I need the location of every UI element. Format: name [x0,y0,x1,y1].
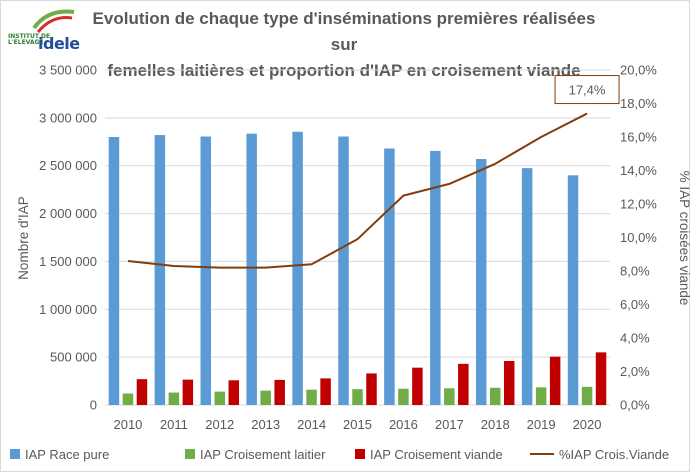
legend: IAP Race pure IAP Croisement laitier IAP C… [10,444,690,464]
legend-swatch [185,449,195,459]
x-tick-label: 2012 [205,417,234,432]
bar-race-pure [246,133,257,405]
y-tick-label: 2 500 000 [39,158,97,173]
bar-race-pure [292,131,303,405]
legend-item: IAP Croisement laitier [185,444,325,464]
legend-swatch [355,449,365,459]
chart-svg: 0 500 000 1 000 000 1 500 000 2 000 000 2 500… [16,63,690,433]
legend-label: IAP Croisement laitier [200,446,326,462]
logo-word: idele [38,34,80,53]
bar-croisement-laitier [168,392,180,405]
y2-tick-label: 10,0% [620,230,657,245]
y2-axis-label: % IAP croisées viande [677,171,690,306]
x-tick-label: 2015 [343,417,372,432]
bar-croisement-laitier [398,388,409,405]
bar-croisement-viande [549,356,561,405]
legend-swatch [10,449,20,459]
y-tick-label: 1 000 000 [39,302,97,317]
bar-croisement-laitier [260,390,271,405]
left-axis-ticks: 0 500 000 1 000 000 1 500 000 2 000 000 2 500… [39,63,97,413]
y2-tick-label: 6,0% [620,297,650,312]
y-axis-label: Nombre d'IAP [16,196,31,280]
bar-race-pure [200,136,212,405]
bar-race-pure [154,135,166,406]
y-tick-label: 2 000 000 [39,206,97,221]
bar-croisement-viande [595,352,607,405]
right-axis-ticks: 0,0% 2,0% 4,0% 6,0% 8,0% 10,0% 12,0% 14,0% 16,0%… [620,63,657,413]
legend-item: %IAP Crois.Viande [530,444,669,464]
legend-label: IAP Race pure [25,446,110,462]
bar-croisement-laitier [581,386,593,405]
bar-croisement-viande [274,379,285,405]
bar-croisement-viande [182,379,194,405]
logo-small-line-2: L'ÉLEVAGE [8,39,44,46]
annotation-callout: 17,4% [554,75,620,105]
y2-tick-label: 16,0% [620,130,657,145]
x-tick-label: 2016 [389,417,418,432]
bar-race-pure [108,137,120,405]
bar-croisement-viande [503,360,515,405]
x-tick-label: 2010 [113,417,142,432]
x-tick-label: 2018 [481,417,510,432]
legend-item: IAP Race pure [10,444,109,464]
x-tick-label: 2014 [297,417,326,432]
x-tick-label: 2011 [160,417,188,432]
y-tick-label: 3 500 000 [39,63,97,78]
bar-croisement-viande [228,380,240,405]
bar-croisement-laitier [214,391,226,405]
y2-tick-label: 14,0% [620,163,657,178]
bar-croisement-viande [458,363,469,405]
bar-race-pure [475,159,487,405]
bar-croisement-viande [136,379,148,405]
y-tick-label: 0 [90,398,97,413]
y2-tick-label: 18,0% [620,96,657,111]
bar-croisement-laitier [352,389,363,405]
idele-logo: INSTITUT DE L'ÉLEVAGE idele [6,6,80,53]
line-pct-croisement-viande [127,112,588,269]
x-tick-label: 2013 [251,417,280,432]
y-tick-label: 3 000 000 [39,110,97,125]
y2-tick-label: 0,0% [620,398,650,413]
x-tick-label: 2017 [435,417,464,432]
y-tick-label: 1 500 000 [39,254,97,269]
y2-tick-label: 2,0% [620,364,650,379]
x-tick-label: 2019 [527,417,556,432]
logo-swoosh-icon [32,9,75,33]
legend-item: IAP Croisement viande [355,444,503,464]
bar-croisement-laitier [489,387,501,405]
x-tick-label: 2020 [573,417,602,432]
bar-croisement-laitier [122,393,134,405]
y2-tick-label: 12,0% [620,197,657,212]
y2-tick-label: 8,0% [620,264,650,279]
bar-croisement-laitier [444,388,455,405]
bars-group [108,131,607,406]
bar-croisement-laitier [306,389,317,405]
annotation-label: 17,4% [569,83,606,98]
bar-croisement-laitier [535,387,547,405]
bar-croisement-viande [320,378,331,405]
y2-tick-label: 4,0% [620,331,650,346]
chart-title-line-1: Evolution de chaque type d'inséminations… [92,9,596,54]
bar-croisement-viande [412,367,423,405]
line-series-group [127,112,588,269]
annotation-box [554,75,620,105]
bar-race-pure [430,150,441,405]
bar-croisement-viande [366,373,377,405]
y2-tick-label: 20,0% [620,63,657,78]
legend-label: IAP Croisement viande [370,446,503,462]
x-axis-ticks: 2010 2011 2012 2013 2014 2015 2016 2017 2018 2019… [113,417,601,432]
y-tick-label: 500 000 [50,350,97,365]
legend-label: %IAP Crois.Viande [559,446,670,462]
legend-line-swatch [530,453,554,455]
gridlines [105,69,610,406]
logo-small-line-1: INSTITUT DE [8,33,51,40]
bar-race-pure [338,136,349,405]
logo-small-text: INSTITUT DE L'ÉLEVAGE [8,34,50,46]
bar-race-pure [567,175,579,405]
bar-race-pure [521,168,533,405]
bar-race-pure [384,148,395,405]
